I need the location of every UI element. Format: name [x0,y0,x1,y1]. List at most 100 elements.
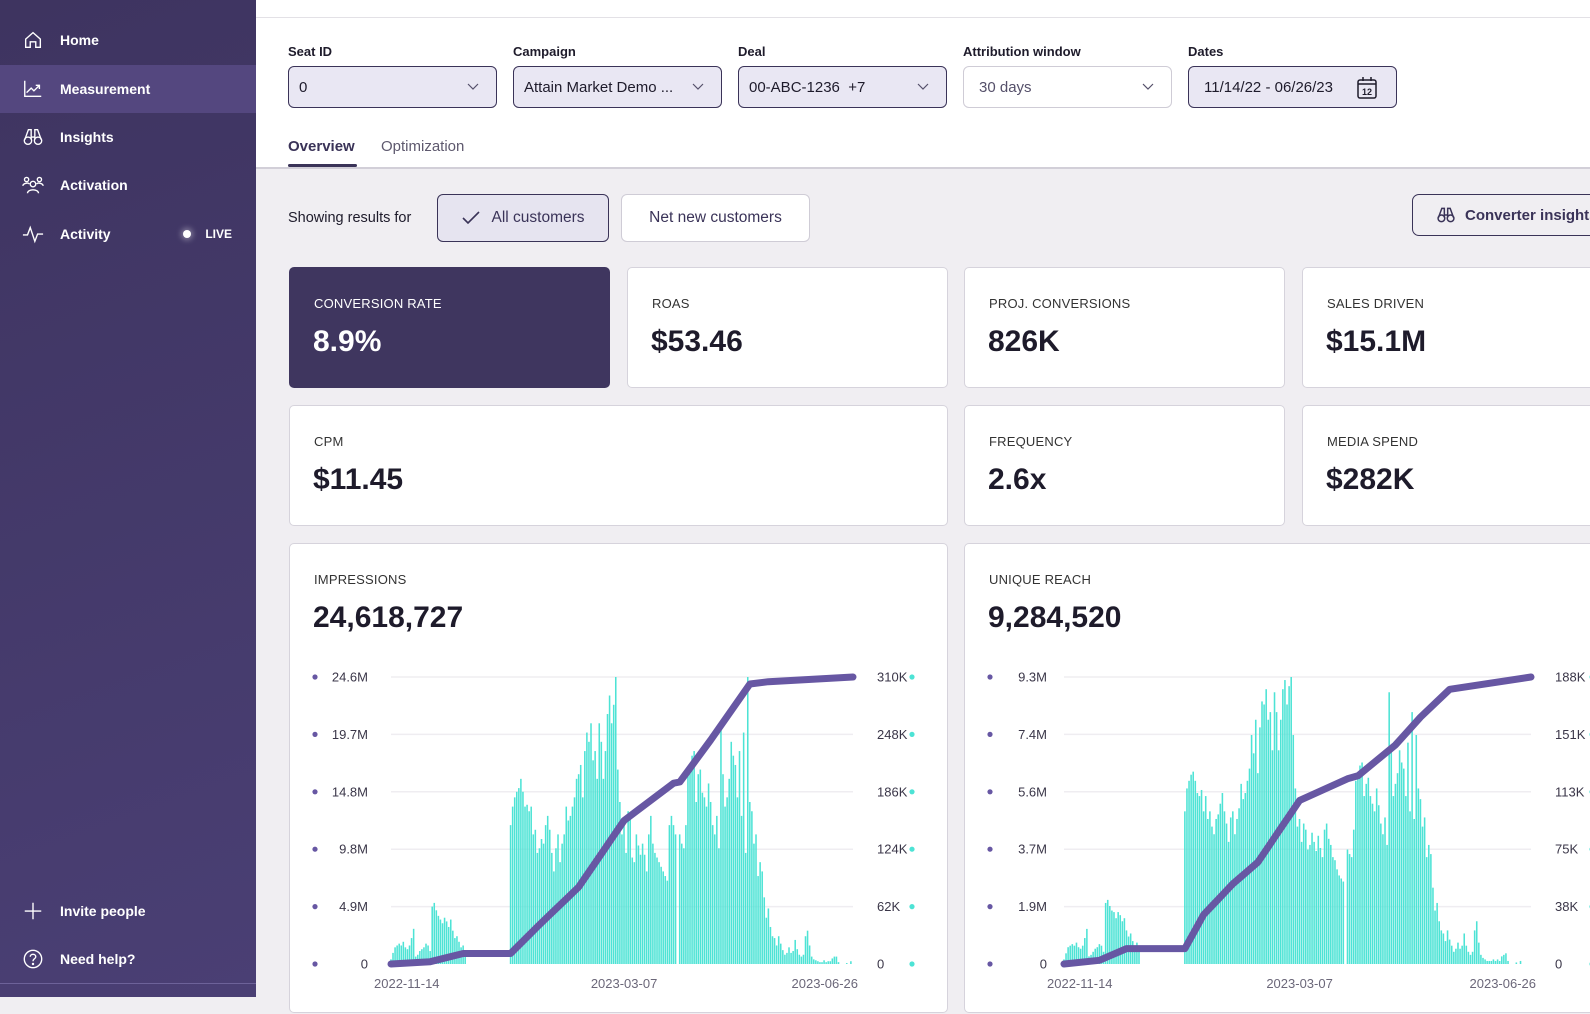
sidebar-item-measurement[interactable]: Measurement [0,65,256,113]
tab-optimization[interactable]: Optimization [381,138,465,155]
daily-bar [1071,944,1074,964]
daily-bar [439,919,442,964]
daily-bar [1421,826,1424,964]
daily-bar [769,926,772,964]
divider [0,983,256,984]
daily-bar [736,797,739,964]
daily-bar [1292,735,1295,964]
daily-bar [1457,942,1459,964]
daily-bar [1073,945,1076,964]
daily-bar [695,801,697,964]
daily-bar [559,862,561,964]
daily-bar [1084,938,1086,964]
daily-bar [530,806,532,964]
x-axis-tick-label: 2023-03-07 [1266,976,1333,991]
daily-bar [571,806,574,964]
left-axis-tick-label: 3.7M [1018,842,1047,857]
daily-bar [1434,910,1436,964]
calendar-icon[interactable]: 12 [1356,76,1378,100]
daily-bar [1100,945,1103,964]
campaign-select[interactable]: Attain Market Demo ... [513,66,722,108]
daily-bar [1219,803,1222,964]
daily-bar [1453,951,1455,964]
daily-bar [557,834,559,964]
left-axis-marker [987,961,993,967]
attribution-window-select[interactable]: 30 days [963,66,1172,108]
daily-bar [396,945,398,964]
date-range-picker[interactable]: 11/14/22 - 06/26/23 12 [1188,66,1397,108]
tab-overview[interactable]: Overview [288,138,355,155]
sidebar-item-label: Invite people [60,903,146,919]
daily-bar [633,862,636,964]
daily-bar [454,938,456,964]
metric-card-proj-conversions[interactable]: PROJ. CONVERSIONS 826K [964,267,1285,388]
daily-bar [553,871,555,964]
deal-label: Deal [738,44,766,59]
daily-bar [1288,686,1290,964]
binoculars-icon [1437,207,1455,223]
daily-bar [707,783,710,964]
daily-bar [1309,844,1311,964]
live-badge: LIVE [183,227,232,241]
net-new-customers-toggle[interactable]: Net new customers [621,194,810,242]
metric-card-cpm[interactable]: CPM $11.45 [289,405,948,526]
seat-id-label: Seat ID [288,44,333,59]
daily-bar [1106,899,1109,964]
daily-bar [631,857,634,964]
metric-card-media-spend[interactable]: MEDIA SPEND $282K [1302,405,1590,526]
daily-bar [511,806,514,964]
daily-bar [757,876,759,964]
daily-bar [1277,750,1280,964]
daily-bar [782,950,784,964]
daily-bar [821,962,823,964]
daily-bar [1302,823,1305,964]
deal-select[interactable]: 00-ABC-1236 +7 [738,66,947,108]
daily-bar [456,936,458,964]
daily-bar [810,956,813,964]
left-axis-marker [987,904,993,910]
need-help-button[interactable]: Need help? [0,935,256,983]
converter-insights-button[interactable]: Converter insights [1412,194,1590,236]
daily-bar [1279,719,1282,964]
daily-bar [784,954,786,964]
daily-bar [577,774,580,964]
daily-bar [654,852,656,964]
chevron-down-icon [917,83,929,90]
seat-id-select[interactable]: 0 [288,66,497,108]
daily-bar [1440,930,1443,964]
daily-bar [1455,948,1457,964]
left-axis-tick-label: 9.8M [339,842,368,857]
daily-bar [623,825,625,964]
daily-bar [761,871,763,964]
daily-bar [1390,750,1393,964]
daily-bar [755,834,757,964]
daily-bar [812,959,815,964]
daily-bar [1077,947,1080,964]
all-customers-toggle[interactable]: All customers [437,194,609,242]
home-icon [24,31,42,49]
metric-card-conversion-rate[interactable]: CONVERSION RATE 8.9% [289,267,610,388]
left-axis-marker [312,846,318,852]
daily-bar [647,834,650,964]
sidebar-item-home[interactable]: Home [0,16,256,64]
daily-bar [1348,854,1351,964]
daily-bar [1121,921,1124,964]
metric-card-frequency[interactable]: FREQUENCY 2.6x [964,405,1285,526]
daily-bar [1094,948,1096,964]
daily-bar [1188,780,1190,964]
daily-bar [1098,944,1101,964]
daily-bar [1500,956,1503,964]
daily-bar [1342,881,1345,964]
metric-card-sales-driven[interactable]: SALES DRIVEN $15.1M [1302,267,1590,388]
daily-bar [1227,841,1230,964]
sidebar-item-activation[interactable]: Activation [0,161,256,209]
daily-bar [435,910,438,964]
daily-bar [1488,960,1491,964]
sidebar-item-activity[interactable]: Activity LIVE [0,210,256,258]
metric-card-roas[interactable]: ROAS $53.46 [627,267,948,388]
invite-people-button[interactable]: Invite people [0,887,256,935]
daily-bar [528,811,530,964]
sidebar-item-insights[interactable]: Insights [0,113,256,161]
daily-bar [1211,826,1213,964]
daily-bar [1257,773,1259,964]
